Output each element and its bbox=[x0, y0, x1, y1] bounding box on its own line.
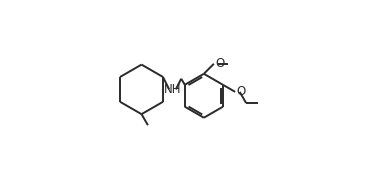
Text: O: O bbox=[237, 85, 246, 98]
Text: O: O bbox=[216, 57, 225, 70]
Text: NH: NH bbox=[164, 83, 182, 96]
